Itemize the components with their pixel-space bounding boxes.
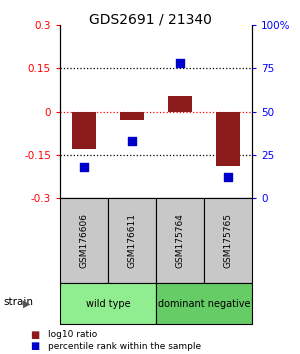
Point <box>178 60 182 66</box>
Bar <box>120 112 144 120</box>
Bar <box>168 96 192 112</box>
Text: percentile rank within the sample: percentile rank within the sample <box>48 342 201 351</box>
Text: GDS2691 / 21340: GDS2691 / 21340 <box>88 12 212 27</box>
Text: wild type: wild type <box>86 298 130 309</box>
Text: GSM175765: GSM175765 <box>224 213 232 268</box>
Point <box>82 164 86 170</box>
Text: GSM176611: GSM176611 <box>128 213 136 268</box>
Text: ■: ■ <box>30 330 39 339</box>
Point <box>130 138 134 144</box>
Text: log10 ratio: log10 ratio <box>48 330 97 339</box>
Bar <box>72 112 96 149</box>
Text: GSM176606: GSM176606 <box>80 213 88 268</box>
Text: ▶: ▶ <box>22 298 30 309</box>
Text: GSM175764: GSM175764 <box>176 213 184 268</box>
Text: ■: ■ <box>30 341 39 351</box>
Point <box>226 175 230 180</box>
Text: strain: strain <box>3 297 33 307</box>
Text: dominant negative: dominant negative <box>158 298 250 309</box>
Bar <box>216 112 240 166</box>
